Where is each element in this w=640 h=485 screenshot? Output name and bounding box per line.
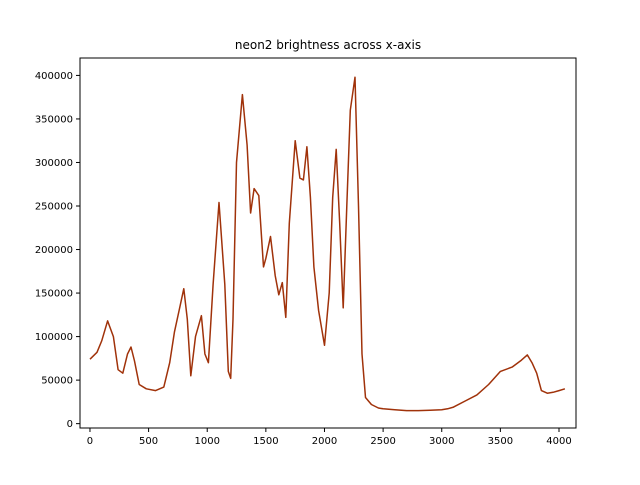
y-tick-label: 100000 bbox=[35, 332, 73, 343]
x-tick-label: 2500 bbox=[370, 436, 395, 447]
x-tick-label: 3500 bbox=[488, 436, 513, 447]
plot-area bbox=[89, 76, 566, 412]
y-tick-label: 150000 bbox=[35, 289, 73, 300]
y-tick-label: 350000 bbox=[35, 114, 73, 125]
x-tick-label: 3000 bbox=[429, 436, 454, 447]
x-tick-label: 2000 bbox=[312, 436, 337, 447]
x-tick-label: 500 bbox=[139, 436, 158, 447]
y-tick-label: 0 bbox=[67, 419, 73, 430]
x-tick-label: 0 bbox=[87, 436, 93, 447]
series-line-0 bbox=[89, 76, 566, 412]
y-tick-label: 250000 bbox=[35, 202, 73, 213]
y-tick-label: 200000 bbox=[35, 245, 73, 256]
x-tick-label: 1000 bbox=[194, 436, 219, 447]
y-axis-ticks: 0 50000 100000 150000 200000 250000 300000 3500… bbox=[35, 71, 80, 430]
y-tick-label: 50000 bbox=[41, 376, 73, 387]
x-tick-label: 1500 bbox=[253, 436, 278, 447]
chart-title: neon2 brightness across x-axis bbox=[235, 38, 421, 52]
axes-frame bbox=[79, 57, 577, 429]
y-tick-label: 300000 bbox=[35, 158, 73, 169]
x-axis-ticks: 0 500 1000 1500 2000 2500 3000 3500 4000 bbox=[87, 428, 572, 447]
x-tick-label: 4000 bbox=[546, 436, 571, 447]
y-tick-label: 400000 bbox=[35, 71, 73, 82]
